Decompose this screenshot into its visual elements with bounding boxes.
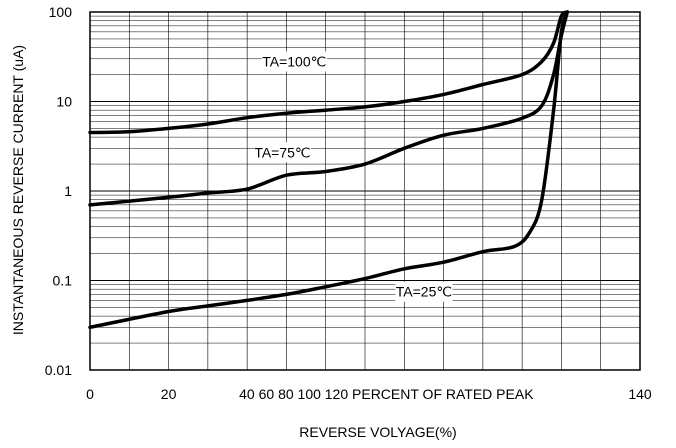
x-axis-label: REVERSE VOLYAGE(%) <box>0 424 676 440</box>
y-tick-label: 10 <box>56 94 72 110</box>
y-tick-label: 0.01 <box>45 362 72 378</box>
y-axis-label: INSTANTANEOUS REVERSE CURRENT (uA) <box>10 45 26 335</box>
x-tick-label: 0 <box>86 386 94 402</box>
y-tick-label: 1 <box>64 183 72 199</box>
series-label: TA=75℃ <box>254 144 310 160</box>
x-tick-label: 40 60 80 100 120 PERCENT OF RATED PEAK <box>239 386 534 402</box>
y-tick-label: 0.1 <box>53 273 73 289</box>
series-label: TA=25℃ <box>396 284 452 300</box>
series-label: TA=100℃ <box>262 53 326 69</box>
y-tick-labels: 100 10 1 0.1 0.01 <box>45 4 72 378</box>
x-tick-label: 140 <box>628 386 652 402</box>
series-line-0 <box>90 12 567 133</box>
x-tick-label: 20 <box>161 386 177 402</box>
y-tick-label: 100 <box>49 4 73 20</box>
x-tick-labels: 0 20 40 60 80 100 120 PERCENT OF RATED PEA… <box>86 386 652 402</box>
